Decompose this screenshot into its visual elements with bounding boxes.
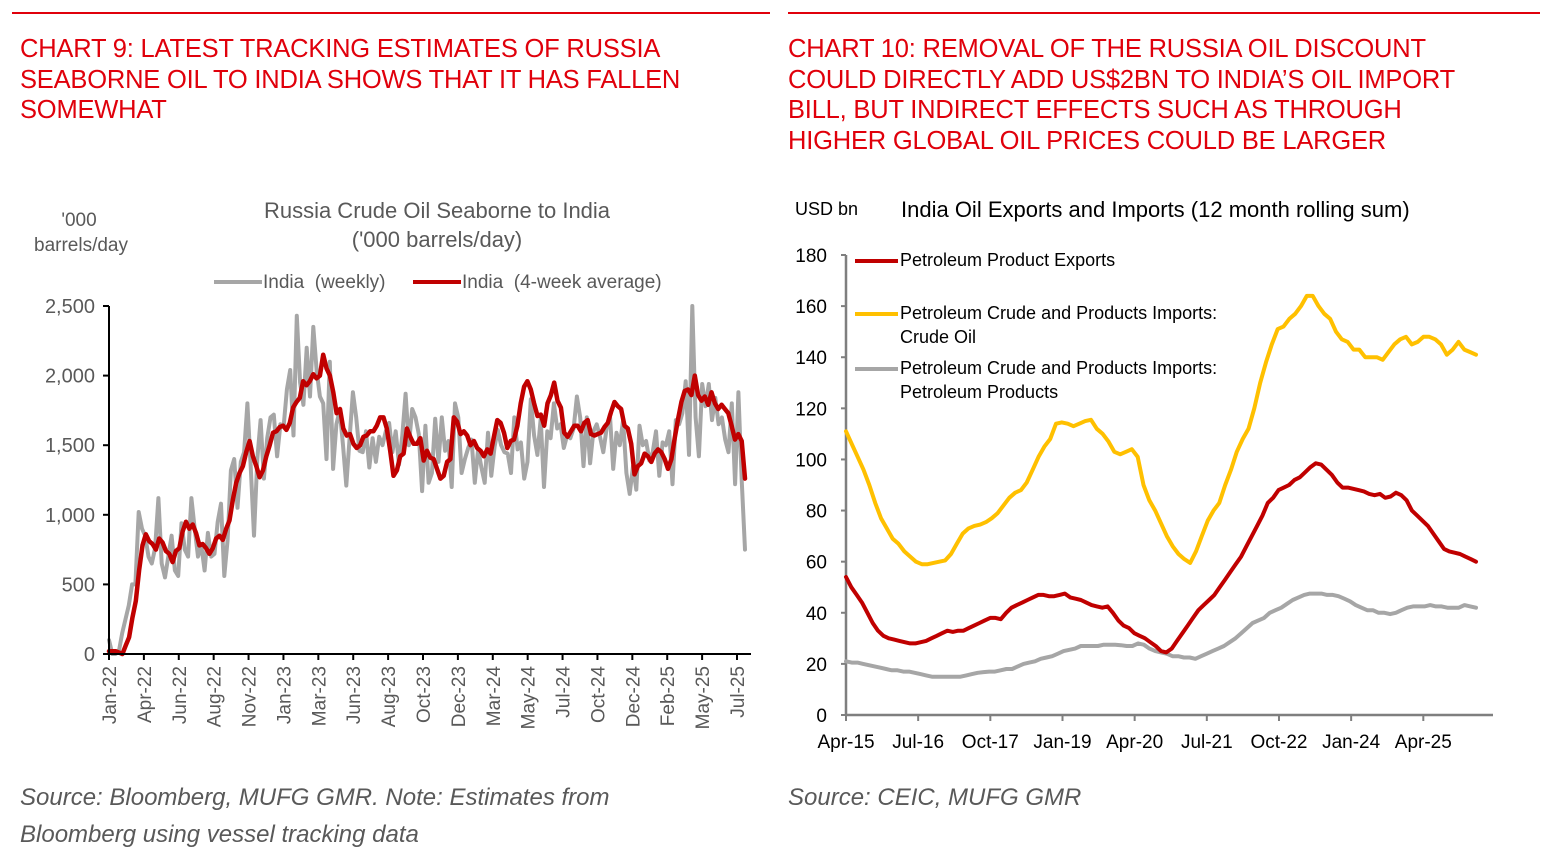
- x-tick-label: Oct-23: [414, 666, 435, 723]
- y-tick-label: 2,000: [45, 366, 95, 388]
- y-tick-label: 140: [795, 348, 827, 369]
- series-line-4wk-average: [106, 352, 748, 657]
- x-tick-label: Oct-24: [588, 666, 609, 723]
- x-tick-label: Jul-24: [554, 666, 575, 718]
- chart9-source-note: Source: Bloomberg, MUFG GMR. Note: Estim…: [20, 779, 610, 853]
- x-tick-label: Feb-25: [658, 666, 679, 726]
- y-tick-label: 60: [806, 553, 827, 574]
- chart10-legend: Petroleum Product Exports Petroleum Crud…: [855, 250, 1217, 402]
- headline-line: CHART 9: LATEST TRACKING ESTIMATES OF RU…: [20, 35, 661, 63]
- x-tick-label: Apr-20: [1106, 732, 1163, 753]
- legend-label-weekly: India (weekly): [263, 272, 386, 293]
- right-header-rule: [788, 12, 1540, 14]
- y-tick-label: 180: [795, 246, 827, 267]
- source-line: Bloomberg using vessel tracking data: [20, 821, 419, 848]
- x-tick-label: Mar-24: [484, 666, 505, 727]
- legend-label-product-exports: Petroleum Product Exports: [900, 250, 1115, 270]
- chart9-title: Russia Crude Oil Seaborne to India: [264, 198, 611, 223]
- y-tick-label: 500: [62, 574, 95, 596]
- chart10-series: [844, 293, 1478, 679]
- x-tick-label: May-24: [519, 666, 540, 730]
- chart9-russia-crude-seaborne: '000 barrels/day Russia Crude Oil Seabor…: [34, 198, 751, 729]
- left-header-rule: [12, 12, 770, 14]
- x-tick-label: Dec-24: [623, 666, 644, 728]
- headline-line: CHART 10: REMOVAL OF THE RUSSIA OIL DISC…: [788, 35, 1426, 63]
- chart10-source-note: Source: CEIC, MUFG GMR: [788, 779, 1081, 816]
- y-tick-label: 120: [795, 399, 827, 420]
- chart10-india-oil-trade: USD bn India Oil Exports and Imports (12…: [795, 197, 1493, 753]
- y-tick-label: 0: [84, 644, 95, 666]
- x-tick-label: Jan-24: [1322, 732, 1381, 753]
- y-tick-label: 160: [795, 297, 827, 318]
- x-tick-label: Jul-25: [728, 666, 749, 718]
- x-tick-label: May-25: [693, 666, 714, 729]
- y-tick-label: 1,500: [45, 435, 95, 457]
- x-tick-label: Jul-16: [892, 732, 944, 753]
- chart9-x-axis: Jan-22 Apr-22 Jun-22 Aug-22 Nov-22 Jan-23 Mar-…: [100, 654, 749, 729]
- x-tick-label: Jul-21: [1181, 732, 1233, 753]
- legend-label-crude-imports-line1: Petroleum Crude and Products Imports:: [900, 303, 1217, 323]
- source-line: Source: CEIC, MUFG GMR: [788, 784, 1082, 811]
- x-tick-label: Aug-22: [205, 666, 226, 727]
- y-tick-label: 0: [816, 706, 827, 727]
- y-tick-label: 80: [806, 502, 827, 523]
- chart10-ylabel: USD bn: [795, 199, 858, 219]
- x-tick-label: Oct-22: [1250, 732, 1307, 753]
- chart10-y-axis: 0 20 40 60 80 100 120 140 160 180: [795, 246, 848, 727]
- y-tick-label: 2,500: [45, 296, 95, 318]
- headline-line: HIGHER GLOBAL OIL PRICES COULD BE LARGER: [788, 126, 1387, 155]
- x-tick-label: Jan-22: [100, 666, 121, 724]
- legend-label-crude-imports-line2: Crude Oil: [900, 327, 976, 347]
- x-tick-label: Jan-19: [1033, 732, 1091, 753]
- x-tick-label: Aug-23: [379, 666, 400, 727]
- x-tick-label: Mar-23: [309, 666, 330, 726]
- chart9-legend: India (weekly) India (4-week average): [214, 272, 662, 293]
- headline-line: BILL, BUT INDIRECT EFFECTS SUCH AS THROU…: [788, 96, 1402, 124]
- chart9-series: [106, 304, 748, 657]
- chart10-title: India Oil Exports and Imports (12 month …: [901, 197, 1410, 222]
- legend-label-product-imports-line1: Petroleum Crude and Products Imports:: [900, 358, 1217, 378]
- x-tick-label: Jun-22: [170, 666, 191, 724]
- headline-line: SOMEWHAT: [20, 96, 167, 124]
- chart9-y-axis: 0 500 1,000 1,500 2,000 2,500: [45, 296, 109, 666]
- chart9-headline: CHART 9: LATEST TRACKING ESTIMATES OF RU…: [20, 34, 680, 126]
- y-tick-label: 100: [795, 450, 827, 471]
- chart9-ylabel-line1: '000: [61, 210, 96, 231]
- series-line-crude-imports: [844, 293, 1478, 567]
- chart9-ylabel-line2: barrels/day: [34, 235, 128, 256]
- x-tick-label: Nov-22: [240, 666, 261, 727]
- x-tick-label: Jun-23: [344, 666, 365, 724]
- y-tick-label: 1,000: [45, 505, 95, 527]
- series-line-weekly: [107, 304, 747, 656]
- x-tick-label: Jan-23: [274, 666, 295, 724]
- series-line-product-exports: [844, 461, 1478, 655]
- x-tick-label: Apr-15: [817, 732, 874, 753]
- y-tick-label: 40: [806, 604, 827, 625]
- source-line: Source: Bloomberg, MUFG GMR. Note: Estim…: [20, 784, 610, 811]
- x-tick-label: Apr-25: [1395, 732, 1452, 753]
- headline-line: SEABORNE OIL TO INDIA SHOWS THAT IT HAS …: [20, 65, 681, 94]
- legend-label-product-imports-line2: Petroleum Products: [900, 382, 1058, 402]
- headline-line: COULD DIRECTLY ADD US$2BN TO INDIA’S OIL…: [788, 65, 1455, 94]
- y-tick-label: 20: [806, 655, 827, 676]
- chart9-subtitle: ('000 barrels/day): [352, 227, 523, 252]
- chart10-x-axis: Apr-15 Jul-16 Oct-17 Jan-19 Apr-20 Jul-21 Oct-…: [817, 713, 1493, 753]
- x-tick-label: Dec-23: [449, 666, 470, 727]
- chart10-headline: CHART 10: REMOVAL OF THE RUSSIA OIL DISC…: [788, 34, 1455, 156]
- x-tick-label: Oct-17: [962, 732, 1019, 753]
- legend-label-4wk-avg: India (4-week average): [462, 272, 662, 293]
- x-tick-label: Apr-22: [135, 666, 156, 723]
